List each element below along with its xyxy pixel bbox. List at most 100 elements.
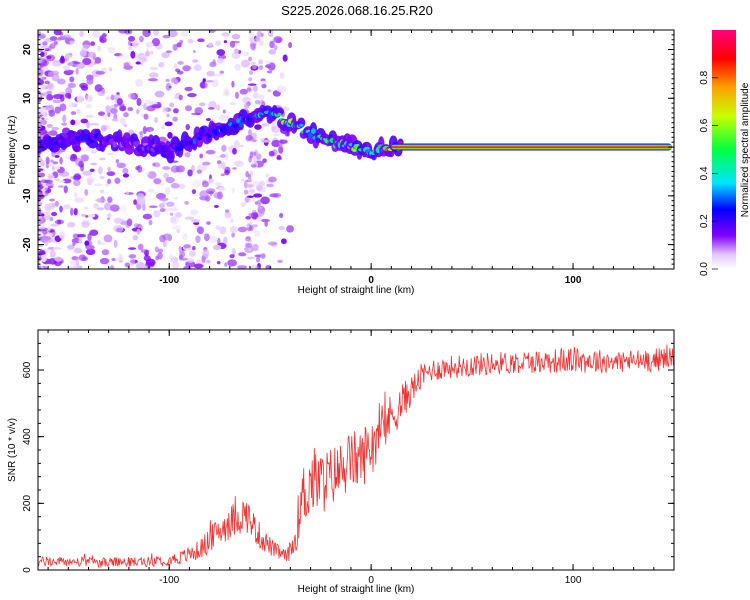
- heatmap-speckle: [38, 215, 43, 219]
- heatmap-speckle: [68, 102, 75, 108]
- heatmap-speckle: [38, 68, 44, 77]
- heatmap-speckle: [39, 159, 45, 167]
- heatmap-speckle: [101, 249, 110, 256]
- heatmap-speckle: [63, 185, 68, 194]
- heatmap-speckle: [262, 228, 269, 234]
- heatmap-speckle: [173, 196, 179, 200]
- heatmap-speckle: [111, 257, 116, 262]
- heatmap-speckle: [122, 173, 130, 178]
- heatmap-speckle: [38, 250, 46, 256]
- heatmap-speckle: [162, 106, 168, 113]
- heatmap-speckle: [111, 118, 119, 122]
- heatmap-speckle: [154, 246, 159, 253]
- heatmap-speckle: [233, 160, 244, 167]
- heatmap-speckle: [267, 30, 274, 38]
- heatmap-speckle: [217, 186, 226, 192]
- spectrogram-heatmap: [38, 30, 672, 269]
- heatmap-speckle: [99, 257, 110, 265]
- heatmap-speckle: [275, 37, 282, 44]
- heatmap-speckle: [238, 252, 247, 257]
- heatmap-speckle: [130, 257, 135, 267]
- heatmap-speckle: [104, 112, 108, 121]
- heatmap-speckle: [114, 177, 121, 184]
- heatmap-speckle: [231, 80, 235, 88]
- heatmap-speckle: [192, 179, 201, 188]
- heatmap-speckle: [116, 97, 123, 106]
- heatmap-speckle: [38, 182, 43, 191]
- heatmap-speckle: [265, 64, 272, 69]
- heatmap-speckle: [94, 183, 104, 187]
- colorbar-scale: [712, 30, 736, 269]
- heatmap-speckle: [169, 102, 175, 108]
- heatmap-speckle: [193, 64, 202, 72]
- heatmap-speckle: [184, 86, 193, 92]
- heatmap-speckle: [44, 210, 52, 216]
- heatmap-speckle: [255, 265, 260, 269]
- heatmap-speckle: [237, 265, 248, 269]
- heatmap-speckle: [205, 118, 211, 122]
- heatmap-speckle: [147, 171, 157, 179]
- heatmap-speckle: [179, 39, 184, 44]
- heatmap-speckle: [178, 94, 183, 101]
- heatmap-speckle: [220, 173, 226, 177]
- heatmap-speckle: [72, 241, 76, 246]
- heatmap-speckle: [50, 159, 54, 163]
- heatmap-ridge-halo: [297, 117, 306, 128]
- heatmap-speckle: [276, 85, 286, 93]
- heatmap-speckle: [40, 51, 45, 58]
- y-tick-label: 600: [22, 361, 33, 378]
- heatmap-speckle: [249, 198, 256, 202]
- heatmap-speckle: [47, 226, 51, 232]
- heatmap-speckle: [229, 254, 235, 259]
- heatmap-speckle: [269, 40, 275, 49]
- heatmap-speckle: [286, 225, 294, 233]
- heatmap-speckle: [180, 30, 189, 37]
- colorbar-ticks: 0.0 0.2 0.4 0.6 0.8: [699, 70, 718, 276]
- heatmap-speckle: [54, 106, 61, 114]
- heatmap-speckle: [54, 154, 60, 158]
- heatmap-speckle: [143, 102, 147, 111]
- heatmap-speckle: [248, 77, 252, 82]
- heatmap-speckle: [224, 166, 231, 174]
- heatmap-speckle: [38, 157, 43, 162]
- heatmap-speckle: [212, 244, 222, 251]
- heatmap-speckle: [258, 59, 263, 65]
- heatmap-speckle: [66, 221, 76, 228]
- heatmap-speckle: [247, 83, 257, 86]
- heatmap-speckle: [232, 147, 237, 155]
- heatmap-speckle: [253, 193, 263, 198]
- heatmap-speckle: [261, 83, 267, 89]
- heatmap-speckle: [127, 107, 134, 112]
- heatmap-speckle: [249, 42, 257, 47]
- heatmap-speckle: [90, 162, 98, 166]
- heatmap-speckle: [62, 114, 67, 123]
- heatmap-speckle: [252, 64, 257, 70]
- heatmap-speckle: [229, 40, 236, 48]
- heatmap-speckle: [48, 109, 56, 117]
- heatmap-speckle: [231, 33, 241, 40]
- heatmap-speckle: [118, 30, 128, 34]
- heatmap-speckle: [82, 57, 92, 66]
- heatmap-speckle: [135, 79, 143, 87]
- heatmap-speckle: [215, 225, 221, 231]
- heatmap-speckle: [44, 203, 52, 212]
- heatmap-speckle: [196, 226, 204, 235]
- heatmap-speckle: [89, 122, 100, 126]
- heatmap-speckle: [185, 123, 190, 131]
- heatmap-speckle: [89, 168, 95, 173]
- heatmap-speckle: [158, 136, 167, 141]
- y-tick-label: -20: [22, 237, 33, 252]
- heatmap-speckle: [250, 164, 257, 168]
- heatmap-speckle: [66, 54, 72, 59]
- heatmap-speckle: [206, 221, 211, 225]
- heatmap-speckle: [261, 140, 271, 143]
- heatmap-speckle: [247, 190, 255, 195]
- heatmap-speckle: [85, 248, 96, 256]
- heatmap-speckle: [257, 206, 263, 210]
- heatmap-speckle: [259, 80, 268, 85]
- heatmap-speckle: [169, 253, 173, 260]
- heatmap-speckle: [161, 200, 167, 205]
- heatmap-speckle: [272, 192, 282, 198]
- heatmap-speckle: [215, 40, 222, 46]
- heatmap-speckle: [44, 242, 49, 247]
